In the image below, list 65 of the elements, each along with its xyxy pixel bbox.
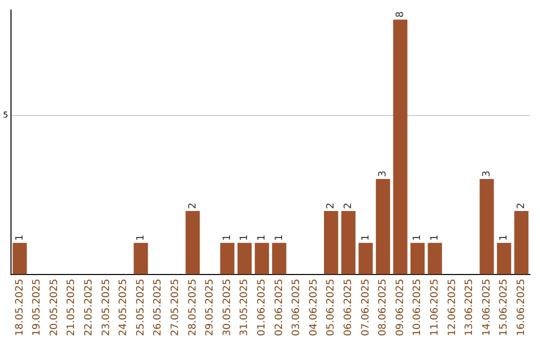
x-tick-label: 31.05.2025 <box>239 278 250 336</box>
bar <box>428 242 442 274</box>
data-label: 1 <box>239 234 250 241</box>
x-tick-label: 07.06.2025 <box>360 278 372 336</box>
data-label: 3 <box>481 170 492 178</box>
y-tick-label: 5 <box>2 110 8 120</box>
data-label: 1 <box>222 234 233 241</box>
x-tick-label: 03.06.2025 <box>291 278 302 336</box>
x-tick-label: 09.06.2025 <box>394 278 406 336</box>
bar <box>376 179 390 274</box>
x-tick-label: 28.05.2025 <box>187 278 198 336</box>
x-tick-label: 16.06.2025 <box>516 278 527 336</box>
data-label: 1 <box>135 234 146 241</box>
bar <box>393 20 408 274</box>
x-tick-label: 21.05.2025 <box>66 278 78 336</box>
x-tick-label: 18.05.2025 <box>14 278 26 336</box>
bar <box>480 179 494 274</box>
bar <box>341 210 356 274</box>
x-tick-label: 23.05.2025 <box>100 278 112 336</box>
x-tick-label: 08.06.2025 <box>378 278 389 336</box>
data-label: 1 <box>256 234 268 241</box>
x-tick-label: 11.06.2025 <box>429 278 440 336</box>
data-label: 1 <box>412 234 424 241</box>
data-label: 8 <box>394 11 406 18</box>
x-tick-label: 02.06.2025 <box>274 278 285 336</box>
x-tick-label: 13.06.2025 <box>464 278 476 336</box>
x-tick-label: 30.05.2025 <box>222 278 233 336</box>
x-tick-label: 14.06.2025 <box>481 278 492 336</box>
x-tick-label: 12.06.2025 <box>446 278 458 336</box>
data-label: 2 <box>187 202 198 209</box>
bar <box>186 210 200 274</box>
data-label: 1 <box>360 234 372 241</box>
bar <box>496 242 512 274</box>
bar <box>324 210 338 274</box>
data-label: 1 <box>14 234 26 241</box>
data-label: 1 <box>498 234 510 241</box>
x-tick-label: 27.05.2025 <box>170 278 182 336</box>
data-label: 3 <box>378 170 389 178</box>
x-tick-label: 19.05.2025 <box>32 278 43 336</box>
x-tick-label: 24.05.2025 <box>118 278 130 336</box>
data-label: 1 <box>429 234 440 241</box>
x-tick-label: 29.05.2025 <box>204 278 216 336</box>
x-tick-label: 25.05.2025 <box>135 278 146 336</box>
data-label: 2 <box>326 202 337 209</box>
bar <box>238 242 252 274</box>
bar <box>134 242 148 274</box>
x-tick-label: 22.05.2025 <box>84 278 95 336</box>
bar <box>12 242 27 274</box>
x-tick-label: 15.06.2025 <box>498 278 510 336</box>
bar <box>220 242 234 274</box>
bar <box>410 242 425 274</box>
bar <box>272 242 286 274</box>
x-tick-label: 05.06.2025 <box>326 278 337 336</box>
x-tick-label: 06.06.2025 <box>342 278 354 336</box>
bar <box>254 242 269 274</box>
x-tick-label: 04.06.2025 <box>308 278 320 336</box>
bar <box>358 242 373 274</box>
x-tick-label: 20.05.2025 <box>48 278 60 336</box>
data-label: 1 <box>274 234 285 241</box>
bar <box>514 210 528 274</box>
x-tick-label: 01.06.2025 <box>256 278 268 336</box>
data-label: 2 <box>516 202 527 209</box>
x-tick-label: 10.06.2025 <box>412 278 424 336</box>
x-tick-label: 26.05.2025 <box>152 278 164 336</box>
data-label: 2 <box>342 202 354 209</box>
